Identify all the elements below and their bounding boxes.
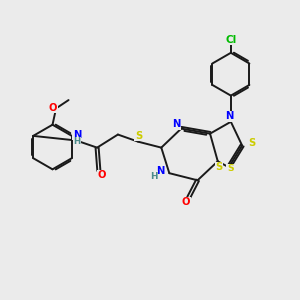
Text: O: O [49, 103, 57, 113]
Text: S: S [135, 131, 142, 141]
Text: N: N [73, 130, 81, 140]
Text: O: O [182, 197, 190, 207]
Text: N: N [226, 111, 234, 122]
Text: N: N [156, 166, 165, 176]
Text: O: O [98, 170, 106, 180]
Text: H: H [73, 137, 80, 146]
Text: H: H [150, 172, 158, 181]
Text: Cl: Cl [225, 35, 236, 45]
Text: S: S [227, 164, 234, 173]
Text: S: S [216, 162, 223, 172]
Text: N: N [172, 119, 180, 129]
Text: S: S [248, 138, 255, 148]
